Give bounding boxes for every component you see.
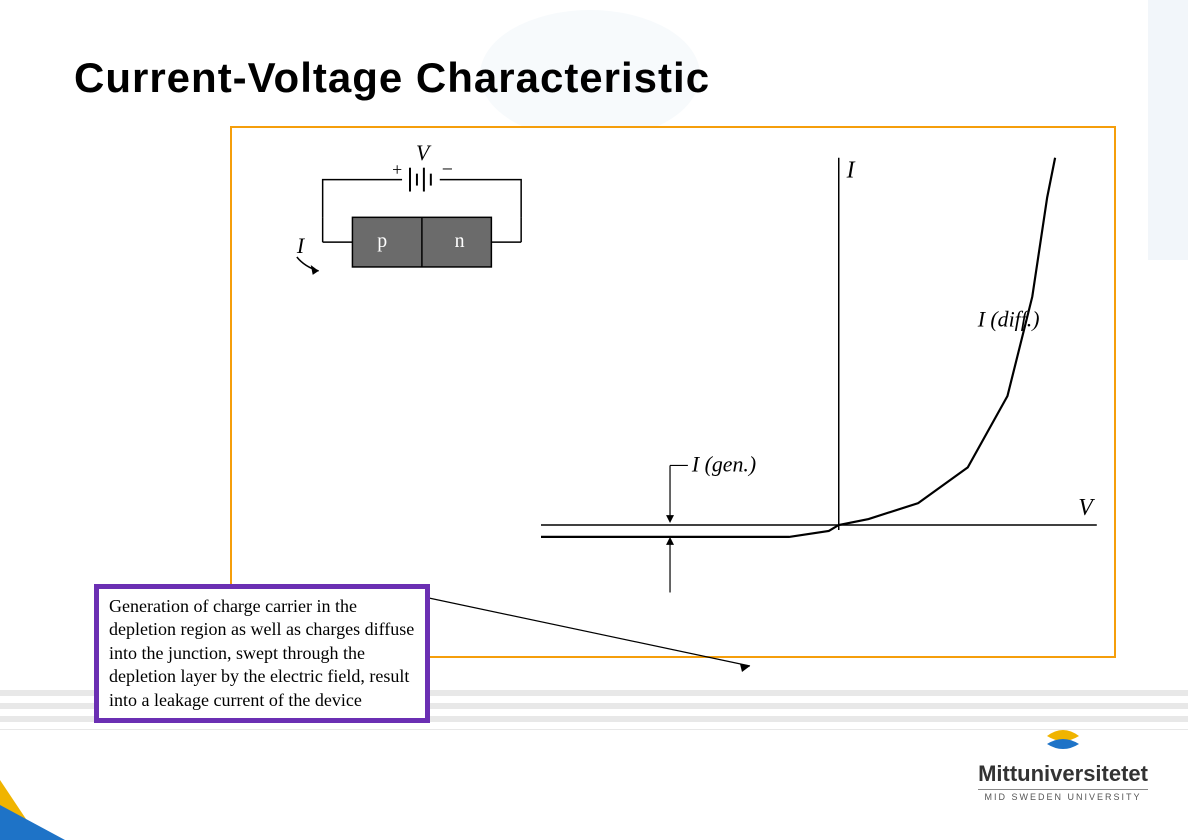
logo-sub: MID SWEDEN UNIVERSITY [978,789,1148,802]
logo-mark [1043,722,1083,756]
svg-text:I (diff.): I (diff.) [977,307,1040,331]
logo-name: Mittuniversitetet [978,761,1148,787]
callout-box: Generation of charge carrier in the depl… [94,584,430,723]
svg-text:+: + [392,160,402,180]
page-title: Current-Voltage Characteristic [74,54,710,102]
svg-text:I: I [846,158,856,184]
bg-shape [1148,0,1188,260]
svg-text:p: p [377,230,387,252]
svg-text:V: V [416,141,432,165]
iv-diagram: +−VpnIIVI (diff.)I (gen.) [232,128,1114,656]
svg-text:I (gen.): I (gen.) [691,452,756,476]
svg-text:−: − [442,159,453,181]
corner-accent [0,740,100,840]
figure-frame: +−VpnIIVI (diff.)I (gen.) [230,126,1116,658]
university-logo: Mittuniversitetet MID SWEDEN UNIVERSITY [978,722,1148,802]
svg-text:I: I [296,234,306,258]
svg-text:V: V [1078,495,1095,521]
svg-text:n: n [455,230,465,252]
callout-text: Generation of charge carrier in the depl… [109,596,414,710]
